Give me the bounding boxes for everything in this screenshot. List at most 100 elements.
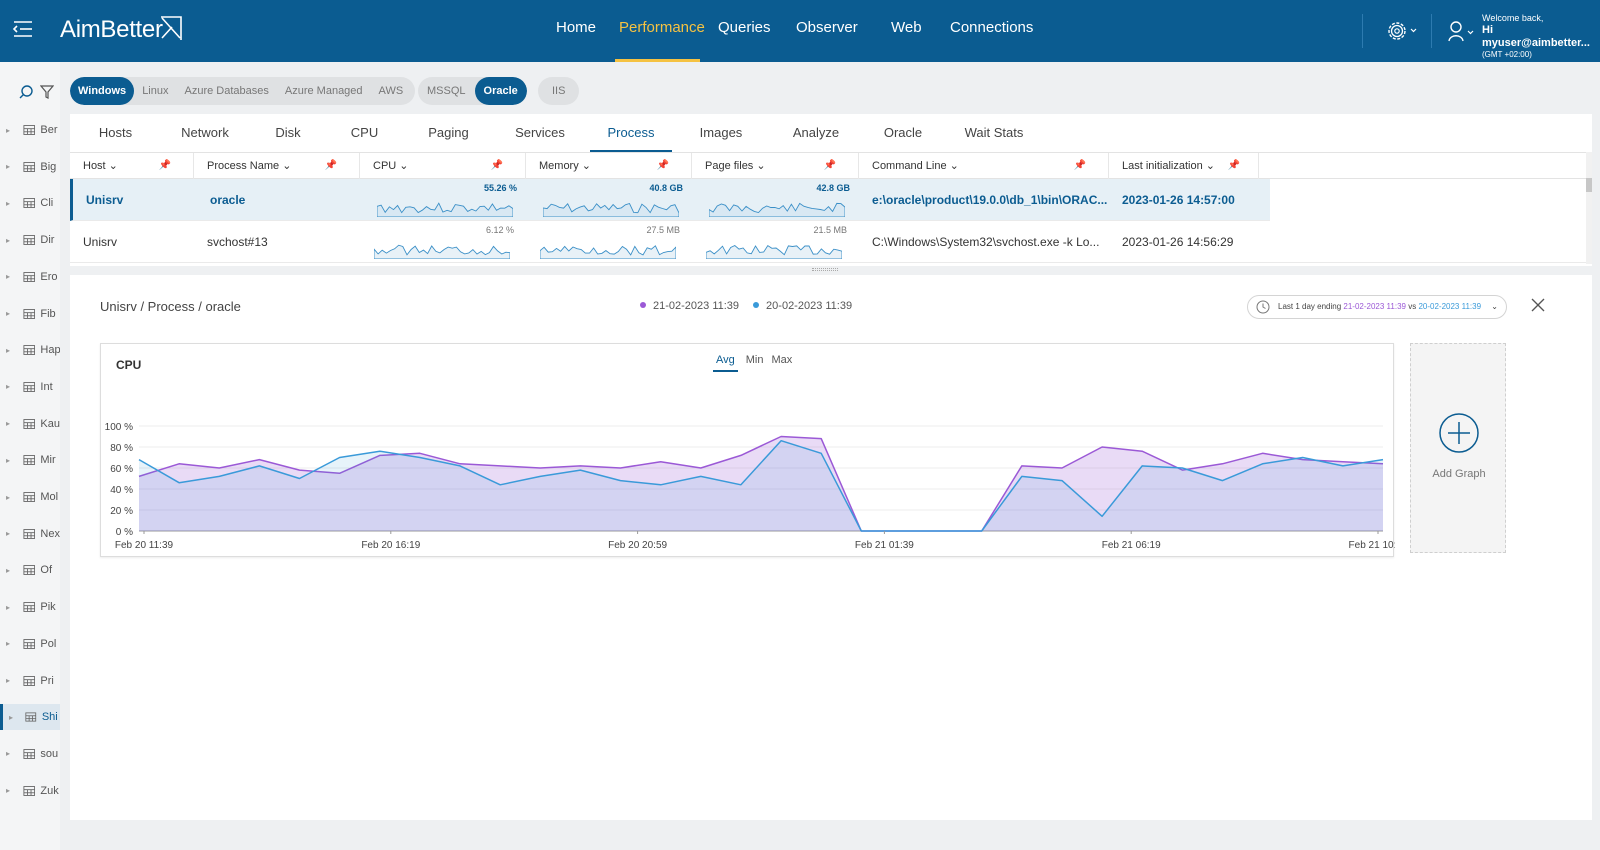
add-graph-button[interactable]: Add Graph (1410, 343, 1506, 553)
menu-toggle-icon[interactable] (12, 18, 34, 40)
caret-right-icon[interactable]: ▸ (6, 382, 11, 392)
pin-icon[interactable]: 📌 (1073, 160, 1086, 171)
caret-right-icon[interactable]: ▸ (6, 492, 11, 502)
column-cpu[interactable]: CPU ⌄ 📌 (360, 153, 526, 179)
tab-hosts[interactable]: Hosts (98, 125, 133, 140)
column-page-files[interactable]: Page files ⌄ 📌 (692, 153, 859, 179)
sidebar-item-server[interactable]: ▸ sou (0, 741, 60, 767)
caret-right-icon[interactable]: ▸ (6, 602, 11, 612)
tab-network[interactable]: Network (181, 125, 229, 140)
sidebar-item-server[interactable]: ▸ Pol (0, 631, 60, 657)
caret-right-icon[interactable]: ▸ (6, 529, 11, 539)
tab-wait-stats[interactable]: Wait Stats (964, 125, 1024, 140)
welcome-block[interactable]: Welcome back, Hi myuser@aimbetter... (GM… (1482, 13, 1600, 60)
caret-right-icon[interactable]: ▸ (6, 786, 11, 796)
filter-windows[interactable]: Windows (70, 77, 135, 105)
caret-right-icon[interactable]: ▸ (6, 639, 11, 649)
filter-azure-managed[interactable]: Azure Managed (284, 85, 363, 97)
pin-icon[interactable]: 📌 (490, 160, 503, 171)
tab-disk[interactable]: Disk (275, 125, 301, 140)
nav-observer[interactable]: Observer (796, 19, 858, 36)
filter-azure-databases[interactable]: Azure Databases (184, 85, 269, 97)
close-icon[interactable] (1530, 297, 1546, 313)
column-last-initialization[interactable]: Last initialization ⌄ 📌 (1109, 153, 1259, 179)
tab-analyze[interactable]: Analyze (792, 125, 840, 140)
caret-right-icon[interactable]: ▸ (6, 345, 11, 355)
caret-right-icon[interactable]: ▸ (6, 309, 11, 318)
scrollbar-thumb[interactable] (1586, 178, 1592, 192)
nav-connections[interactable]: Connections (950, 19, 1034, 36)
pin-icon[interactable]: 📌 (324, 160, 337, 171)
pin-icon[interactable]: 📌 (656, 160, 669, 171)
filter-iis[interactable]: IIS (552, 85, 566, 97)
search-icon[interactable] (18, 84, 34, 100)
sidebar-item-server[interactable]: ▸ Zuk (0, 778, 60, 804)
y-tick-label: 80 % (110, 443, 133, 454)
sidebar-item-server[interactable]: ▸ Dir (0, 227, 60, 253)
sidebar-item-server[interactable]: ▸ Cli (0, 190, 60, 216)
panel-resize-handle[interactable] (812, 268, 838, 271)
user-avatar-icon[interactable] (1447, 20, 1479, 42)
caret-right-icon[interactable]: ▸ (6, 162, 11, 172)
pin-icon[interactable]: 📌 (158, 160, 171, 171)
sidebar-item-server[interactable]: ▸ Of (0, 557, 60, 583)
time-range-selector[interactable]: Last 1 day ending 21-02-2023 11:39 vs 20… (1247, 295, 1507, 319)
pin-icon[interactable]: 📌 (823, 160, 836, 171)
sidebar-item-server[interactable]: ▸ Big (0, 154, 60, 180)
sidebar-item-server[interactable]: ▸ Ber (0, 117, 60, 143)
sidebar-item-server[interactable]: ▸ Pik (0, 594, 60, 620)
filter-aws[interactable]: AWS (378, 85, 404, 97)
nav-performance[interactable]: Performance (615, 0, 705, 62)
legend-item-previous[interactable]: 20-02-2023 11:39 (753, 300, 852, 312)
tab-oracle[interactable]: Oracle (883, 125, 923, 140)
nav-home[interactable]: Home (556, 19, 597, 36)
caret-right-icon[interactable]: ▸ (6, 565, 11, 575)
sidebar-item-server[interactable]: ▸ Kau (0, 411, 60, 437)
caret-right-icon[interactable]: ▸ (6, 235, 11, 245)
cell-memory: 27.5 MB (526, 223, 692, 261)
agg-min[interactable]: Min (745, 354, 764, 366)
tab-process[interactable]: Process (590, 114, 672, 152)
agg-max[interactable]: Max (771, 354, 793, 366)
sidebar-item-server[interactable]: ▸ Shi (0, 704, 60, 731)
sidebar-item-server[interactable]: ▸ Int (0, 374, 60, 400)
column-host[interactable]: Host ⌄ 📌 (70, 153, 194, 179)
tab-images[interactable]: Images (699, 125, 743, 140)
sidebar-item-server[interactable]: ▸ Mir (0, 447, 60, 473)
caret-right-icon[interactable]: ▸ (9, 712, 14, 722)
nav-queries[interactable]: Queries (718, 19, 771, 36)
caret-right-icon[interactable]: ▸ (6, 419, 11, 429)
caret-right-icon[interactable]: ▸ (6, 749, 11, 759)
sidebar-item-server[interactable]: ▸ Nex (0, 521, 60, 547)
sidebar-item-server[interactable]: ▸ Hap (0, 337, 60, 363)
table-row[interactable]: Unisrv oracle 55.26 % 40.8 GB 42.8 GB e:… (70, 179, 1270, 221)
caret-right-icon[interactable]: ▸ (6, 272, 11, 282)
tab-services[interactable]: Services (515, 125, 565, 140)
filter-icon[interactable] (40, 84, 54, 100)
table-scrollbar[interactable] (1586, 152, 1592, 264)
filter-oracle[interactable]: Oracle (474, 77, 527, 105)
settings-gear-icon[interactable] (1386, 20, 1422, 42)
tab-cpu[interactable]: CPU (350, 125, 379, 140)
sidebar-item-server[interactable]: ▸ Pri (0, 668, 60, 694)
legend-item-current[interactable]: 21-02-2023 11:39 (640, 300, 739, 312)
caret-right-icon[interactable]: ▸ (6, 676, 11, 685)
pin-icon[interactable]: 📌 (1227, 160, 1240, 171)
sidebar-item-server[interactable]: ▸ Ero (0, 264, 60, 290)
sidebar-item-server[interactable]: ▸ Mol (0, 484, 60, 510)
app-logo[interactable]: AimBetter (60, 16, 163, 43)
sidebar-item-server[interactable]: ▸ Fib (0, 301, 60, 327)
table-row[interactable]: Unisrv svchost#13 6.12 % 27.5 MB 21.5 MB… (70, 221, 1586, 263)
caret-right-icon[interactable]: ▸ (6, 455, 11, 465)
column-memory[interactable]: Memory ⌄ 📌 (526, 153, 692, 179)
tab-paging[interactable]: Paging (428, 125, 469, 140)
nav-web[interactable]: Web (891, 19, 922, 36)
caret-right-icon[interactable]: ▸ (6, 125, 11, 135)
caret-right-icon[interactable]: ▸ (6, 198, 11, 208)
agg-avg[interactable]: Avg (713, 354, 738, 372)
filter-linux[interactable]: Linux (142, 85, 169, 97)
sidebar-tools (18, 84, 54, 100)
filter-mssql[interactable]: MSSQL (427, 85, 466, 97)
column-process-name[interactable]: Process Name ⌄ 📌 (194, 153, 360, 179)
column-command-line[interactable]: Command Line ⌄ 📌 (859, 153, 1109, 179)
